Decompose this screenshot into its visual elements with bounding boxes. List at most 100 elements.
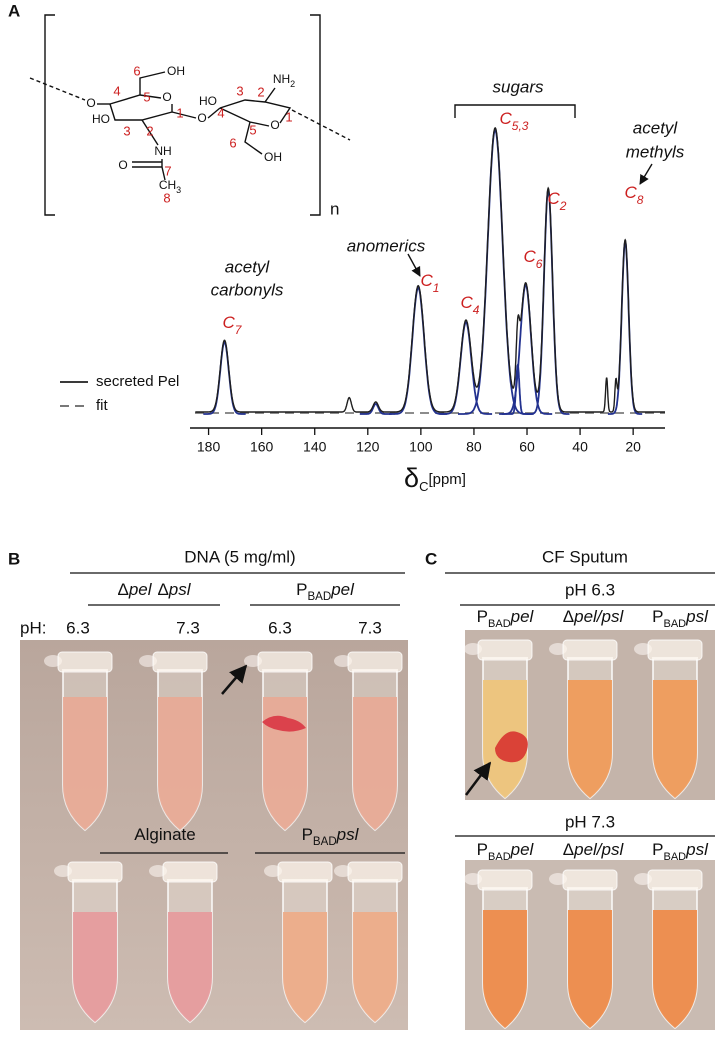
- text-part: [ppm]: [428, 471, 466, 488]
- text-part: C: [421, 271, 434, 290]
- text-part: pel: [128, 580, 153, 599]
- bond: [139, 71, 166, 95]
- carbon-number: 2: [257, 84, 264, 99]
- text-part: psl: [685, 840, 709, 859]
- condition-title: pH 7.3: [565, 812, 615, 831]
- text-part: BAD: [488, 618, 511, 630]
- text-part: C: [461, 293, 474, 312]
- x-tick-label: 60: [519, 439, 535, 455]
- bond: [291, 109, 351, 141]
- carbon-number: 4: [113, 83, 120, 98]
- bond: [29, 77, 86, 101]
- tube-cap: [562, 869, 618, 891]
- tube-liquid: [653, 910, 697, 1028]
- text-part: BAD: [313, 836, 337, 848]
- text-part: O: [86, 96, 95, 110]
- peak-label: C7: [223, 313, 243, 337]
- ph-value: 7.3: [176, 618, 200, 637]
- text-part: 1: [433, 281, 440, 295]
- group-label: PBADpel: [296, 580, 355, 603]
- condition-title: pH 6.3: [565, 580, 615, 599]
- bond: [132, 119, 166, 181]
- text-part: BAD: [663, 851, 686, 863]
- atom-label: NH: [154, 144, 171, 158]
- strain-label: PBADpel: [477, 607, 535, 629]
- text-part: C: [500, 109, 513, 128]
- strain-label: Δpel/psl: [563, 840, 625, 859]
- atom-label: O: [197, 111, 206, 125]
- bracket: [310, 14, 321, 216]
- text-part: psl: [685, 607, 709, 626]
- tubes: [44, 639, 703, 1030]
- text-part: pel: [510, 607, 535, 626]
- chemical-structure: [29, 14, 351, 216]
- measured-spectrum: [195, 126, 665, 413]
- carbon-number: 1: [285, 109, 292, 124]
- carbon-number: 6: [133, 63, 140, 78]
- text-part: P: [296, 580, 307, 599]
- atom-label: O: [162, 90, 171, 104]
- atom-label: O: [118, 158, 127, 172]
- ph-value: 7.3: [358, 618, 382, 637]
- tube-cap: [152, 651, 208, 673]
- text-part: Δ: [563, 607, 574, 626]
- tube-liquid: [168, 912, 212, 1022]
- bond: [171, 111, 197, 119]
- text-part: Δ: [563, 840, 574, 859]
- text-part: pel: [510, 840, 535, 859]
- strain-label: PBADpsl: [652, 607, 709, 629]
- tube-liquid: [63, 697, 107, 830]
- strain-label: PBADpsl: [652, 840, 709, 862]
- text-part: NH: [273, 72, 290, 86]
- carbon-number: 4: [217, 105, 224, 120]
- strain-label: Δpel/psl: [563, 607, 625, 626]
- text-part: P: [302, 825, 313, 844]
- fit-peak: [607, 239, 643, 415]
- clump: [262, 715, 306, 732]
- ph-value: 6.3: [66, 618, 90, 637]
- panel-label: A: [8, 1, 20, 20]
- bond: [207, 107, 221, 119]
- x-tick-label: 160: [250, 439, 274, 455]
- arrow: [639, 163, 653, 185]
- fit-peak: [501, 363, 534, 415]
- tube-liquid: [568, 680, 612, 798]
- text-part: C: [419, 479, 428, 494]
- annotation: acetyl: [225, 257, 271, 276]
- annotation: carbonyls: [211, 280, 284, 299]
- arrow: [221, 664, 248, 695]
- carbon-number: 5: [143, 89, 150, 104]
- text-part: BAD: [488, 851, 511, 863]
- fit-peak: [458, 128, 532, 415]
- text-part: Alginate: [134, 825, 195, 844]
- ph-label: pH:: [20, 618, 46, 637]
- atom-label: OH: [264, 150, 282, 164]
- tube-cap: [477, 869, 533, 891]
- carbon-number: 5: [249, 122, 256, 137]
- atom-label: O: [86, 96, 95, 110]
- tube-cap: [562, 639, 618, 661]
- text-part: C: [524, 247, 537, 266]
- carbon-number: 1: [176, 105, 183, 120]
- x-tick-label: 180: [197, 439, 221, 455]
- text-part: CH: [159, 178, 176, 192]
- text-part: 7: [235, 323, 243, 337]
- x-tick-label: 40: [572, 439, 588, 455]
- arrow: [465, 761, 492, 796]
- text-part: O: [118, 158, 127, 172]
- text-part: 8: [637, 193, 644, 207]
- fit-peak: [389, 286, 447, 415]
- text-part: P: [652, 607, 663, 626]
- arrow: [407, 253, 421, 277]
- carbon-number: 6: [229, 135, 236, 150]
- panel-title: DNA (5 mg/ml): [184, 547, 295, 566]
- text-part: Δ: [157, 580, 168, 599]
- text-part: 2: [559, 199, 567, 213]
- group-label: PBADpsl: [302, 825, 360, 848]
- text-part: 4: [473, 303, 480, 317]
- text-part: C: [625, 183, 638, 202]
- atom-label: HO: [92, 112, 110, 126]
- group-label: Δpel Δpsl: [117, 580, 191, 599]
- text-part: 2: [290, 79, 295, 89]
